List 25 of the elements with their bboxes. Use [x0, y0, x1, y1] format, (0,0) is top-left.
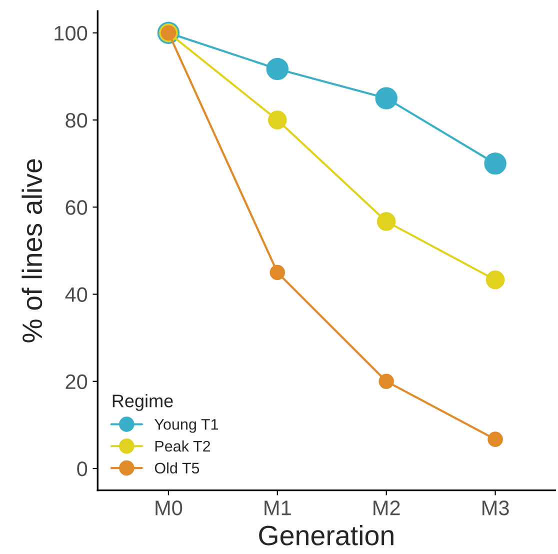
point — [268, 110, 287, 130]
y-tick-label: 80 — [66, 112, 88, 128]
x-tick-label: M2 — [374, 500, 400, 516]
y-tick-label: 100 — [54, 26, 88, 41]
point — [488, 432, 503, 447]
x-axis-title: Generation — [259, 524, 394, 546]
point — [378, 374, 394, 390]
point — [266, 58, 289, 80]
y-tick-label: 60 — [66, 200, 88, 215]
y-tick-label: 0 — [77, 462, 88, 476]
point — [376, 212, 396, 231]
x-tick-label: M1 — [264, 500, 291, 516]
legend-label: Old T5 — [154, 462, 200, 474]
point — [486, 270, 505, 290]
x-tick-label: M3 — [482, 500, 509, 516]
point — [375, 87, 398, 110]
point — [270, 264, 286, 280]
legend-label: Young T1 — [154, 419, 218, 433]
y-tick-label: 40 — [65, 287, 88, 302]
legend-title: Regime — [112, 394, 173, 411]
legend-label: Peak T2 — [155, 440, 210, 452]
point — [484, 152, 506, 175]
y-axis-title: % of lines alive — [22, 159, 42, 342]
y-tick-label: 20 — [66, 374, 88, 390]
x-tick-label: M0 — [156, 500, 182, 516]
